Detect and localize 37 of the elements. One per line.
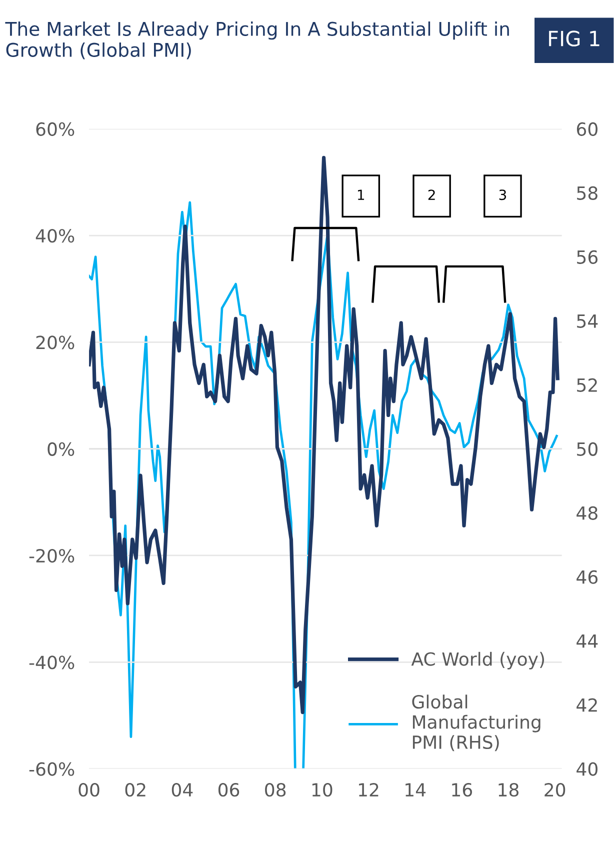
- x-tick-label: 04: [172, 783, 193, 797]
- y2-tick-label: 56: [577, 250, 598, 264]
- y2-tick-label: 58: [577, 186, 598, 200]
- y2-tick-label: 46: [576, 570, 598, 584]
- chart-title: The Market Is Already Pricing In A Substantial Uplift in Growth (Global PMI): [5, 21, 509, 60]
- y2-tick-label: 44: [576, 634, 598, 648]
- x-tick-label: 06: [218, 783, 240, 797]
- x-tick-label: 20: [544, 783, 566, 797]
- x-tick-label: 14: [406, 783, 426, 796]
- annotation: 3: [499, 190, 506, 200]
- y-tick-label: 40%: [36, 228, 74, 243]
- x-tick-label: 16: [452, 783, 472, 797]
- x-tick-label: 08: [265, 783, 286, 797]
- chart-subtitle: FIG 1: [549, 30, 600, 46]
- y-tick-label: -20%: [29, 548, 74, 563]
- y-tick-label: -40%: [29, 656, 74, 670]
- legend-label: AC World (yoy): [411, 652, 544, 670]
- y-tick-label: 60%: [36, 122, 74, 136]
- y2-tick-label: 52: [577, 378, 597, 392]
- annotation: 2: [428, 190, 435, 200]
- line-series: [89, 156, 560, 714]
- x-tick-label: 10: [312, 783, 332, 797]
- y2-tick-label: 54: [577, 314, 598, 328]
- x-tick-label: 18: [498, 783, 518, 797]
- x-tick-label: 12: [359, 783, 378, 796]
- y2-tick-label: 42: [576, 698, 597, 712]
- y2-tick-label: 48: [576, 506, 598, 520]
- y2-tick-label: 50: [577, 442, 598, 456]
- x-tick-label: 02: [125, 783, 146, 797]
- y-tick-label: 0%: [48, 442, 74, 456]
- y-tick-label: 20%: [36, 336, 74, 350]
- y2-tick-label: 60: [576, 122, 598, 136]
- legend-label: Global Manufacturing PMI (RHS): [412, 694, 540, 752]
- y-tick-label: -60%: [29, 762, 74, 776]
- x-tick-label: 00: [78, 783, 100, 797]
- y2-tick-label: 40: [576, 762, 598, 776]
- annotation: 1: [358, 190, 364, 200]
